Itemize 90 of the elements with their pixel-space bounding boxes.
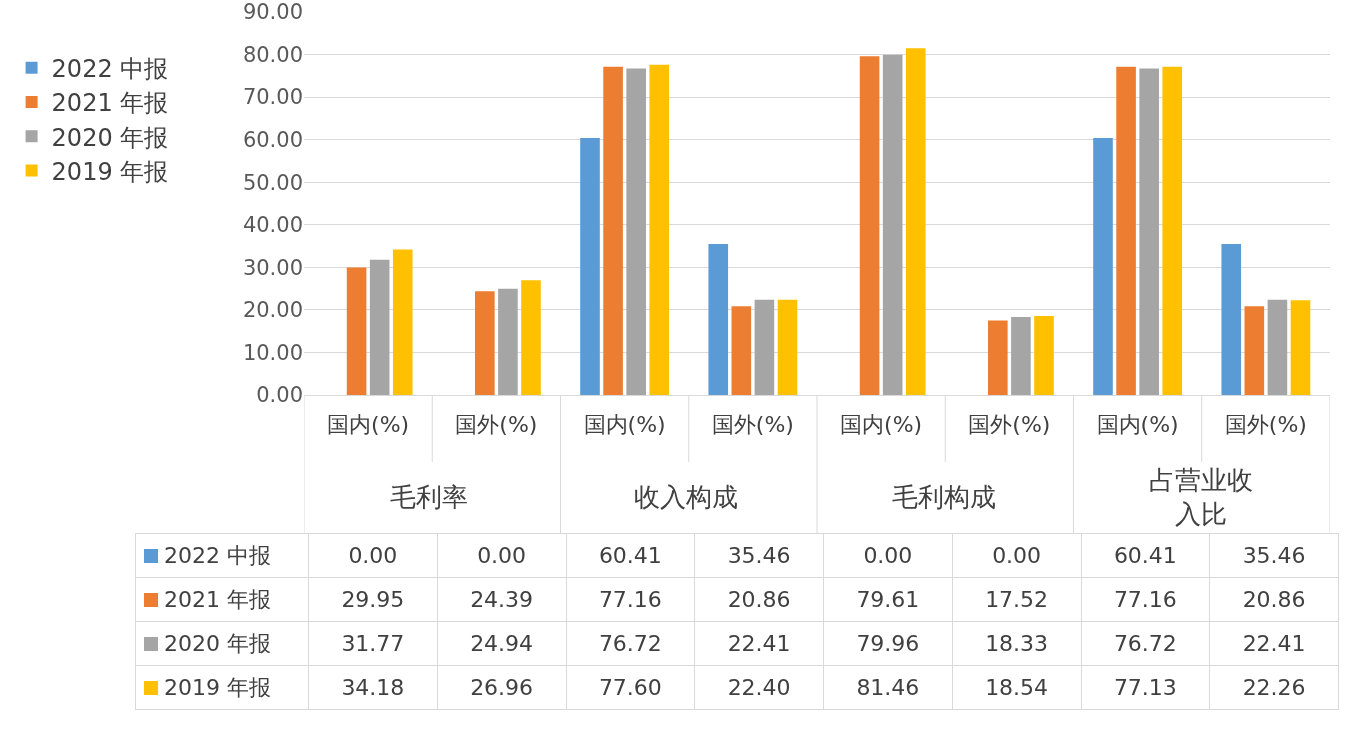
data-label: 0.00 [952, 533, 1081, 578]
data-label: 77.60 [566, 665, 695, 710]
text: 2019 年报 [164, 674, 271, 700]
data-label: 26.96 [437, 665, 566, 710]
data-label: 20.86 [1209, 577, 1339, 622]
bar [1011, 317, 1031, 395]
data-label: 79.61 [823, 577, 953, 622]
bar [1221, 244, 1242, 395]
data-label: 22.41 [1209, 621, 1339, 666]
x-tick-label: 国外(%) [455, 412, 538, 438]
data-label: 77.13 [1081, 665, 1210, 710]
data-label: 29.95 [308, 577, 438, 622]
bar [777, 299, 798, 395]
bar [346, 267, 367, 395]
x-tick-label: 国内(%) [583, 412, 666, 438]
bar [1244, 306, 1265, 395]
y-tick-label: 90.00 [242, 0, 303, 25]
data-label: 77.16 [566, 577, 695, 622]
y-tick-label: 0.00 [256, 383, 303, 408]
y-tick-label: 70.00 [242, 85, 303, 110]
data-label: 24.94 [437, 621, 566, 666]
bar [603, 66, 623, 395]
bar [882, 54, 903, 395]
bar [498, 288, 518, 395]
data-label: 76.72 [566, 621, 695, 666]
data-label: 22.41 [694, 621, 824, 666]
bar [475, 291, 495, 395]
data-label: 79.96 [823, 621, 953, 666]
data-label: 35.46 [1209, 533, 1339, 578]
bar [1116, 66, 1136, 395]
data-label: 77.16 [1081, 577, 1210, 622]
bar [754, 299, 775, 395]
data-label: 18.33 [952, 621, 1081, 666]
data-label: 81.46 [823, 665, 953, 710]
bar [521, 280, 541, 395]
bar [1267, 299, 1288, 395]
data-label: 31.77 [308, 621, 438, 666]
bar [1034, 316, 1054, 395]
bar [369, 259, 390, 395]
text: 2022 中报 [51, 55, 169, 84]
text: 2020 年报 [164, 630, 271, 656]
legend-label: 2019 年报 [51, 157, 169, 186]
bar [731, 306, 752, 395]
data-label: 60.41 [1081, 533, 1210, 578]
x-tick-label: 国外(%) [711, 412, 794, 438]
y-tick-label: 40.00 [242, 213, 303, 238]
y-tick-label: 80.00 [242, 42, 303, 67]
data-label: 17.52 [952, 577, 1081, 622]
bar [626, 68, 646, 395]
y-tick-label: 50.00 [242, 170, 303, 195]
text: 收入构成 [634, 480, 739, 514]
data-label: 0.00 [823, 533, 953, 578]
data-label: 0.00 [437, 533, 566, 578]
x-tick-label: 国外(%) [1224, 412, 1307, 438]
y-tick-label: 30.00 [242, 255, 303, 280]
data-label: 60.41 [566, 533, 695, 578]
legend-label: 2022 中报 [135, 533, 309, 578]
text: 毛利构成 [891, 480, 996, 514]
text: 占营业收入比 [1148, 463, 1255, 531]
data-label: 22.40 [694, 665, 824, 710]
x-tick-label: 国内(%) [327, 412, 410, 438]
bar [859, 56, 880, 395]
legend-label: 2021 年报 [51, 89, 169, 118]
y-tick-label: 20.00 [242, 298, 303, 323]
bar [1093, 137, 1113, 395]
x-tick-label: 国内(%) [840, 412, 923, 438]
y-tick-label: 60.00 [242, 128, 303, 153]
bar [649, 64, 670, 395]
legend-label: 2020 年报 [51, 123, 169, 152]
text: 毛利率 [389, 480, 468, 514]
y-tick-label: 10.00 [242, 340, 303, 365]
data-label: 76.72 [1081, 621, 1210, 666]
data-label: 34.18 [308, 665, 438, 710]
x-tick-label: 国外(%) [968, 412, 1051, 438]
x-tick-label: 国内(%) [1096, 412, 1179, 438]
data-label: 22.26 [1209, 665, 1339, 710]
bar [1162, 66, 1183, 395]
bar [708, 244, 729, 395]
bar [1139, 68, 1159, 395]
bar [392, 249, 413, 395]
bar [988, 320, 1008, 395]
bar [580, 137, 600, 395]
text: 2021 年报 [164, 586, 271, 612]
data-label: 0.00 [308, 533, 438, 578]
data-label: 20.86 [694, 577, 824, 622]
bar [905, 48, 926, 395]
data-label: 35.46 [694, 533, 824, 578]
data-label: 18.54 [952, 665, 1081, 710]
bar [1290, 300, 1311, 395]
data-label: 24.39 [437, 577, 566, 622]
